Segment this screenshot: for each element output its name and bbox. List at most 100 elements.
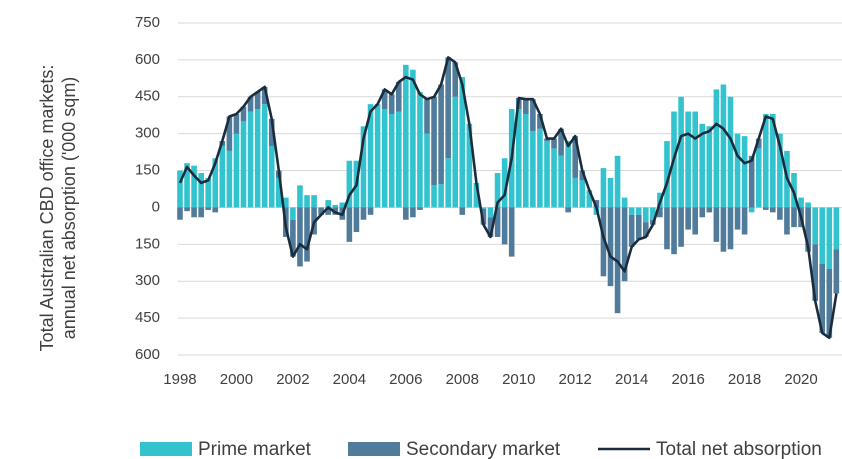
bar [530,99,536,132]
bar [685,111,691,208]
bar [748,155,755,208]
bar [833,207,840,250]
bar [614,155,621,208]
bar [671,207,677,255]
x-tick-label: 2002 [276,371,309,388]
y-axis-label: annual net absorption ('000 sqm) [59,77,79,340]
bar [403,64,409,208]
bar [184,163,190,208]
legend-label: Prime market [198,439,312,459]
bar [424,133,430,208]
bar [304,207,310,262]
bar [720,207,727,252]
bar [657,207,663,218]
bar [741,207,748,235]
bar [297,207,303,267]
bar [678,207,684,247]
bar [445,158,451,208]
bar [325,207,331,215]
bar [410,207,416,218]
bar [191,165,197,208]
bar [247,96,254,112]
bar [226,116,233,151]
x-tick-label: 2012 [559,371,592,388]
bar [353,207,360,233]
bar [551,138,557,149]
bar [579,170,586,181]
x-tick-label: 1998 [163,371,196,388]
x-tick-label: 2000 [220,371,253,388]
x-tick-label: 2010 [502,371,535,388]
bar [438,84,444,185]
bar [431,185,437,208]
y-tick-label: 600 [135,346,160,363]
bar [254,91,261,110]
bar [734,133,741,208]
y-tick-label: 300 [135,272,160,289]
bar [487,207,494,218]
bar [438,184,444,208]
bar [346,207,353,242]
bar [748,207,755,213]
bar [452,96,459,208]
bar [205,207,212,210]
bar [579,180,586,208]
bar [424,99,430,134]
bar [628,214,635,247]
bar [417,91,423,208]
bar [755,148,762,208]
bar [367,104,374,208]
bar [685,207,691,230]
y-tick-label: 0 [152,198,160,215]
bar [339,202,346,208]
bar [805,207,811,252]
bar [699,123,706,208]
bar [642,207,649,223]
bar [240,121,247,208]
bar [741,136,748,208]
bar [177,207,183,220]
bar [395,82,402,112]
bar [635,214,642,240]
bar [311,195,317,208]
bar [508,207,515,257]
bar [791,207,797,228]
bar [212,158,219,208]
bar [770,207,776,213]
bar [798,197,804,208]
bar [487,217,494,237]
x-tick-label: 2020 [784,371,817,388]
bar [664,207,670,250]
bar [473,182,480,208]
x-tick-label: 2008 [446,371,479,388]
bar [494,173,501,208]
bar [367,207,374,215]
bar [247,111,254,208]
bar [706,207,713,213]
x-tick-label: 2004 [333,371,366,388]
bars [177,57,840,338]
bar [565,207,571,213]
bar [374,104,381,208]
bar [261,104,268,208]
bar [501,158,508,208]
bar [445,57,451,159]
bar [290,207,296,220]
bar [706,126,713,208]
bar [586,190,593,208]
bar [621,207,628,282]
bar [770,113,776,208]
bar [410,69,416,208]
bar [523,113,529,208]
bar [537,128,543,208]
legend: Prime market Secondary market Total net ab… [140,439,822,459]
bar [388,113,395,208]
bar [515,109,522,208]
bar [254,109,261,208]
bar [762,113,769,208]
bar [720,84,727,208]
bar [290,219,296,257]
bar [395,111,402,208]
